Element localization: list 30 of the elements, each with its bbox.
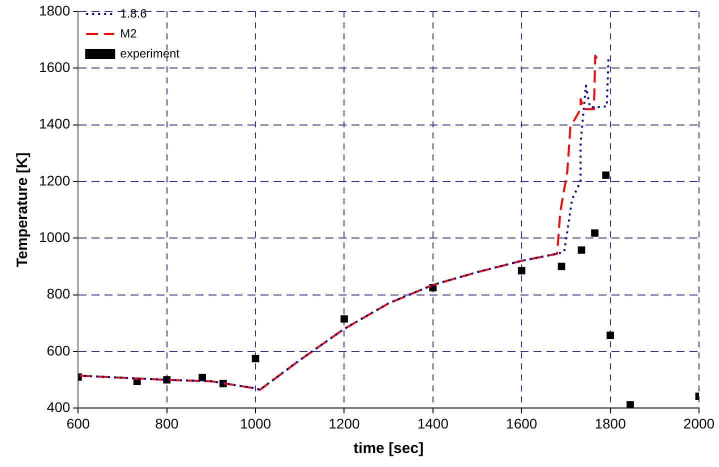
legend-label: experiment [120, 46, 180, 60]
point [626, 401, 634, 408]
y-tick-label: 400 [46, 399, 70, 416]
y-axis-title: Temperature [K] [14, 152, 32, 268]
x-tick-label: 1600 [506, 415, 538, 432]
x-tick-label: 2000 [683, 415, 715, 432]
x-tick-label: 600 [66, 415, 90, 432]
x-axis-title: time [sec] [354, 440, 424, 458]
y-tick-label: 1200 [38, 172, 70, 188]
point [252, 354, 260, 362]
point [558, 262, 566, 270]
y-tick-label: 600 [46, 342, 70, 358]
y-tick-label: 1800 [38, 2, 70, 18]
point [198, 374, 206, 382]
point [591, 229, 598, 237]
point [606, 332, 614, 340]
y-tick-label: 1400 [38, 116, 70, 132]
point [602, 172, 610, 179]
legend-label: M2 [120, 26, 138, 40]
x-tick-label: 1800 [594, 415, 626, 432]
x-tick-label: 1200 [328, 415, 360, 432]
y-tick-label: 1600 [38, 58, 70, 75]
point [518, 267, 526, 274]
x-tick-label: 1000 [240, 415, 272, 432]
point [578, 246, 586, 254]
x-tick-label: 800 [155, 415, 179, 432]
x-tick-label: 1400 [417, 415, 449, 432]
point [340, 315, 348, 323]
y-tick-label: 1000 [38, 229, 70, 245]
y-tick-label: 800 [46, 286, 70, 302]
